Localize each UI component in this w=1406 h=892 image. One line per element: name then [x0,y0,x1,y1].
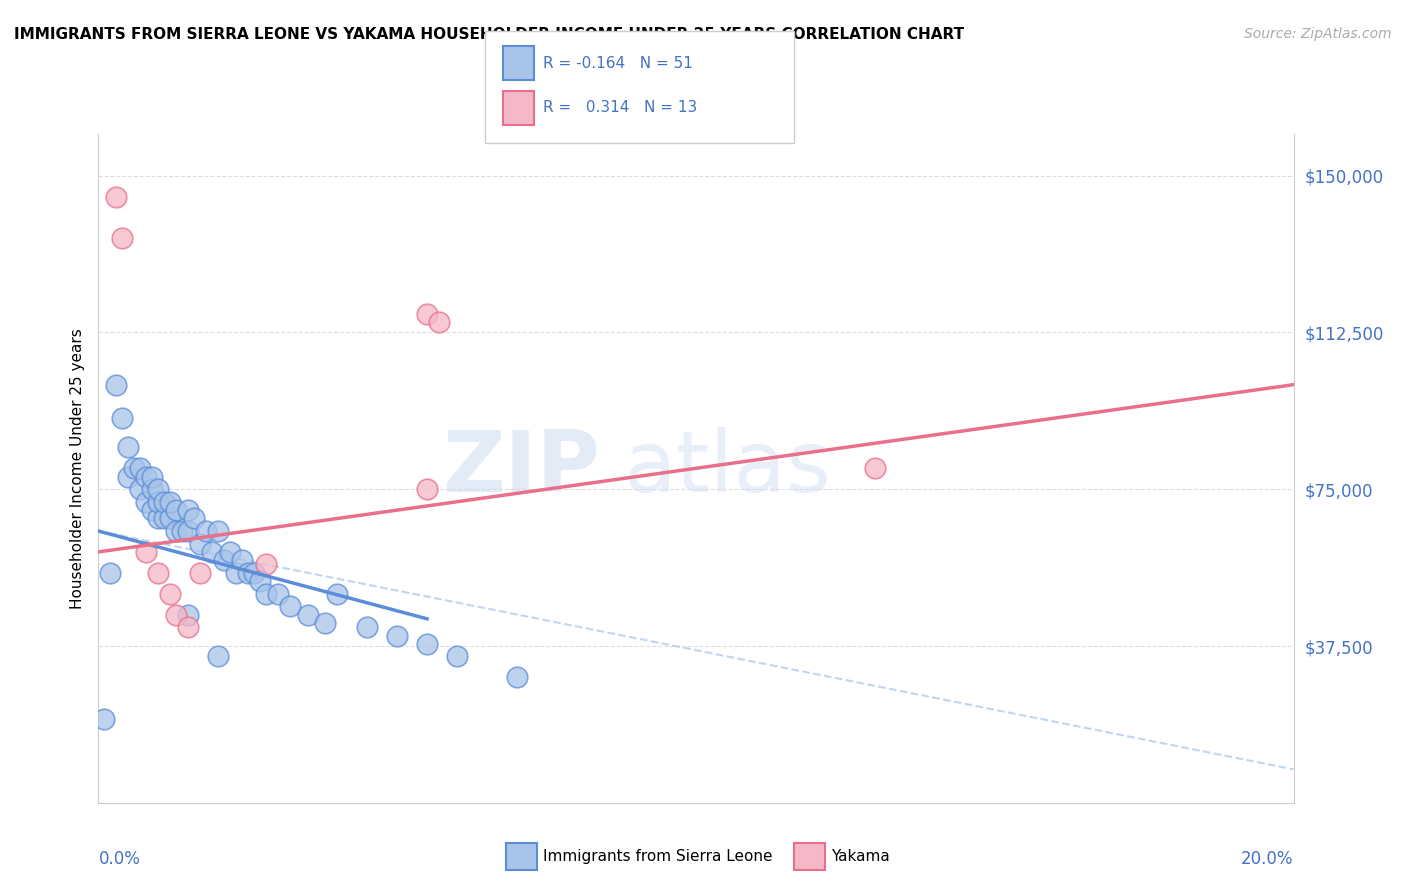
Point [207,649,229,664]
Point [177,620,200,634]
Point [129,461,152,475]
Text: Immigrants from Sierra Leone: Immigrants from Sierra Leone [543,849,772,863]
Text: ZIP: ZIP [443,426,600,510]
Point [153,511,176,525]
Point [297,607,319,622]
Text: Yakama: Yakama [831,849,890,863]
Point [446,649,468,664]
Point [111,411,134,425]
Point [326,587,349,601]
Point [141,482,163,496]
Point [385,628,409,642]
Point [148,511,170,525]
Text: Source: ZipAtlas.com: Source: ZipAtlas.com [1244,27,1392,41]
Point [159,587,181,601]
Point [219,545,242,559]
Point [105,189,128,203]
Point [243,566,266,580]
Point [98,566,122,580]
Point [135,494,157,508]
Point [188,536,211,550]
Point [225,566,247,580]
Point [165,607,187,622]
Point [315,615,337,630]
Point [117,441,139,455]
Point [183,511,205,525]
Point [254,558,277,572]
Point [416,307,439,321]
Point [427,315,450,329]
Point [159,494,181,508]
Y-axis label: Householder Income Under 25 years: Householder Income Under 25 years [69,328,84,608]
Point [865,461,887,475]
Point [141,469,163,483]
Point [165,503,187,517]
Point [159,511,181,525]
Point [212,553,235,567]
Point [267,587,290,601]
Point [141,503,163,517]
Point [172,524,194,538]
Point [111,231,134,245]
Text: 0.0%: 0.0% [98,849,141,868]
Point [105,377,128,392]
Point [135,469,157,483]
Point [148,566,170,580]
Point [177,503,200,517]
Point [416,637,439,651]
Point [416,482,439,496]
Point [356,620,378,634]
Point [249,574,271,589]
Point [231,553,253,567]
Point [254,587,277,601]
Point [278,599,301,614]
Point [506,670,529,684]
Point [188,566,211,580]
Point [129,482,152,496]
Point [153,494,176,508]
Point [124,461,146,475]
Point [148,482,170,496]
Point [177,607,200,622]
Point [207,524,229,538]
Point [135,545,157,559]
Point [177,524,200,538]
Text: 20.0%: 20.0% [1241,849,1294,868]
Point [165,524,187,538]
Text: atlas: atlas [624,426,832,510]
Point [117,469,139,483]
Text: R =   0.314   N = 13: R = 0.314 N = 13 [543,101,697,115]
Text: R = -0.164   N = 51: R = -0.164 N = 51 [543,56,693,70]
Point [236,566,259,580]
Point [148,494,170,508]
Point [194,524,218,538]
Text: IMMIGRANTS FROM SIERRA LEONE VS YAKAMA HOUSEHOLDER INCOME UNDER 25 YEARS CORRELA: IMMIGRANTS FROM SIERRA LEONE VS YAKAMA H… [14,27,965,42]
Point [93,712,115,726]
Point [201,545,224,559]
